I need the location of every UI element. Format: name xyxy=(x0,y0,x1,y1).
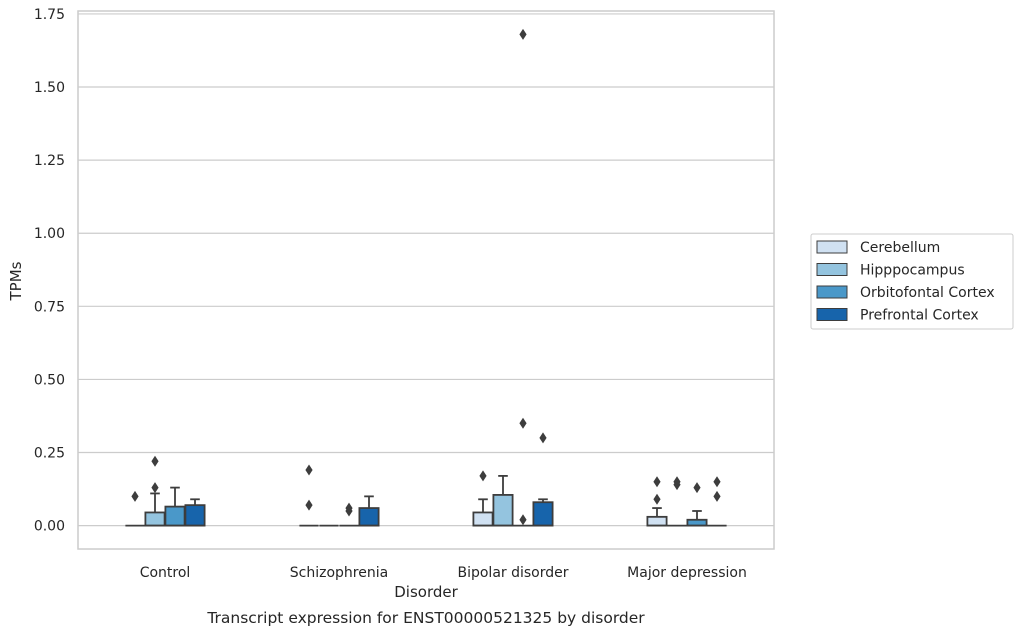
flier-point xyxy=(713,490,721,502)
box xyxy=(492,494,514,527)
legend-label: Cerebellum xyxy=(860,240,940,256)
x-tick-label: Bipolar disorder xyxy=(457,565,568,581)
y-tick-label: 1.75 xyxy=(34,7,65,23)
grid-lines xyxy=(78,13,774,527)
x-tick-label: Control xyxy=(140,565,191,581)
box xyxy=(472,511,494,527)
y-axis-label: TPMs xyxy=(7,261,25,301)
box xyxy=(144,511,166,527)
y-tick-label: 0.50 xyxy=(34,372,65,388)
flier-point xyxy=(345,502,353,514)
box xyxy=(532,501,554,527)
y-tick-label: 0.75 xyxy=(34,299,65,315)
flier-point xyxy=(539,432,547,444)
y-tick-label: 1.00 xyxy=(34,226,65,242)
plot-frame xyxy=(77,10,775,550)
flier-point xyxy=(519,28,527,40)
box xyxy=(164,505,186,527)
flier-point xyxy=(673,476,681,488)
legend-label: Hipppocampus xyxy=(860,263,965,279)
x-tick-label: Major depression xyxy=(627,565,747,581)
legend-label: Prefrontal Cortex xyxy=(860,308,979,324)
flier-point xyxy=(693,482,701,494)
legend-swatch xyxy=(816,285,848,299)
flier-point xyxy=(653,476,661,488)
axes: 0.00 0.25 0.50 0.75 1.00 1.25 1.50 1.75 Control S… xyxy=(34,7,775,581)
legend-swatch xyxy=(816,263,848,276)
legend-swatch xyxy=(816,308,848,321)
box-plot-marks xyxy=(125,28,727,527)
flier-point xyxy=(151,455,159,467)
legend-label: Orbitofontal Cortex xyxy=(860,285,995,301)
flier-point xyxy=(305,464,313,476)
legend-swatch xyxy=(816,240,848,254)
x-axis-label: Disorder xyxy=(394,583,458,601)
chart-caption: Transcript expression for ENST0000052132… xyxy=(206,609,645,627)
y-tick-label: 1.50 xyxy=(34,80,65,96)
flier-point xyxy=(519,514,527,526)
flier-point xyxy=(151,482,159,494)
legend: Cerebellum Hipppocampus Orbitofontal Corte… xyxy=(810,233,1014,330)
legend-frame xyxy=(810,233,1014,330)
y-tick-label: 0.00 xyxy=(34,519,65,535)
flier-point xyxy=(131,490,139,502)
x-tick-label: Schizophrenia xyxy=(290,565,388,581)
y-tick-label: 0.25 xyxy=(34,446,65,462)
flier-point xyxy=(653,493,661,505)
flier-point xyxy=(519,417,527,429)
box xyxy=(646,515,668,527)
flier-point xyxy=(713,476,721,488)
y-tick-label: 1.25 xyxy=(34,153,65,169)
flier-point xyxy=(479,470,487,482)
flier-point xyxy=(305,499,313,511)
box xyxy=(184,504,206,527)
box xyxy=(358,507,380,527)
